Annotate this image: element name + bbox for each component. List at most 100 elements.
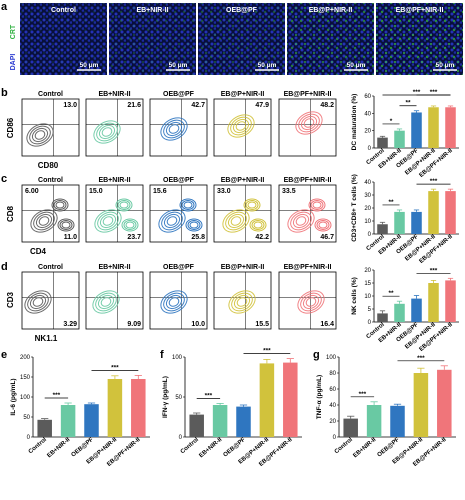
flow-plot-frame: [85, 271, 144, 330]
contour-line: [183, 201, 193, 209]
contour-line: [236, 297, 248, 307]
y-tick-label: 200: [20, 355, 31, 361]
micrograph-title: EB+NIR-II: [136, 7, 168, 14]
contour-line: [230, 116, 252, 136]
y-tick-label: 60: [364, 94, 371, 100]
contour-line: [245, 200, 259, 210]
bar: [60, 405, 76, 437]
contour-line: [305, 297, 317, 307]
micrograph-title: EB@P+NIR-II: [309, 7, 353, 14]
significance-mark: ***: [111, 364, 119, 371]
scale-bar-label: 50 μm: [436, 62, 455, 69]
contour-line: [55, 201, 65, 209]
quadrant-value-bottom-right: 42.2: [255, 234, 269, 241]
panel-letter-g: g: [313, 349, 320, 361]
panel-letter-b: b: [1, 87, 8, 99]
flow-plot-title: OEB@PF: [163, 177, 195, 184]
contour-line: [314, 218, 332, 232]
contour-line: [51, 198, 69, 212]
contour-line: [26, 123, 54, 147]
y-tick-label: 5: [368, 307, 372, 313]
contour-line: [181, 200, 195, 210]
flow-plot-title: OEB@PF: [163, 264, 195, 271]
micrograph-title: OEB@PF: [226, 7, 258, 14]
y-tick-label: 40: [364, 180, 371, 186]
contour-line: [247, 201, 257, 209]
quadrant-value-top-left: 15.0: [89, 188, 103, 195]
significance-mark: ***: [430, 267, 438, 274]
y-axis-label: CD3+CD8+ T cells (%): [351, 174, 358, 242]
contour-line: [230, 216, 242, 226]
contour-line: [189, 221, 199, 229]
flow-plot-title: OEB@PF: [163, 91, 195, 98]
flow-plot-title: EB@PF+NIR-II: [284, 177, 332, 184]
flow-plot-frame: [213, 184, 272, 243]
quadrant-value: 9.09: [127, 321, 141, 328]
contour-line: [227, 213, 245, 229]
bar: [394, 130, 405, 148]
scale-bar-label: 50 μm: [347, 62, 366, 69]
bar: [37, 419, 52, 437]
contour-line: [165, 121, 183, 137]
bar: [437, 369, 452, 437]
bar: [84, 404, 99, 437]
y-tick-label: 15: [364, 281, 371, 287]
flow-plot-title: EB+NIR-II: [98, 264, 130, 271]
flow-plot-frame: [149, 184, 208, 243]
side-label-crt: CRT: [10, 24, 17, 39]
flow-c-ylabel: CD8: [6, 205, 15, 222]
bar: [390, 405, 405, 437]
contour-line: [228, 290, 256, 314]
x-tick-label: Control: [180, 437, 200, 456]
contour-line: [310, 200, 324, 210]
bar: [283, 362, 298, 437]
significance-mark: ***: [263, 348, 271, 355]
flow-plot-title: EB@PF+NIR-II: [284, 91, 332, 98]
contour-line: [96, 122, 118, 142]
y-tick-label: 30: [364, 193, 371, 199]
contour-line: [187, 220, 201, 230]
contour-line: [34, 130, 46, 140]
contour-line: [179, 198, 197, 212]
flow-plot-frame: [213, 271, 272, 330]
contour-line: [166, 216, 178, 226]
panel-letter-d: d: [1, 261, 8, 273]
contour-line: [163, 292, 185, 312]
contour-line: [95, 292, 117, 312]
bar: [394, 211, 405, 234]
flow-plot-title: Control: [38, 177, 63, 184]
contour-line: [312, 201, 322, 209]
contour-line: [99, 213, 117, 229]
quadrant-value: 21.6: [127, 102, 141, 109]
bar: [411, 112, 422, 148]
quadrant-value: 10.0: [191, 321, 205, 328]
contour-line: [297, 290, 325, 314]
flow-plot-frame: [278, 184, 337, 243]
contour-line: [235, 121, 247, 131]
contour-line: [302, 294, 320, 310]
contour-line: [97, 294, 115, 310]
contour-line: [160, 290, 188, 314]
y-tick-label: 0: [179, 435, 183, 441]
flow-d-ylabel: CD3: [6, 291, 15, 308]
quadrant-value: 42.7: [191, 102, 205, 109]
contour-line: [253, 221, 263, 229]
significance-mark: ***: [359, 391, 367, 398]
bar: [377, 224, 388, 234]
significance-mark: **: [388, 199, 394, 206]
quadrant-value: 48.2: [320, 102, 334, 109]
quadrant-value-top-left: 6.00: [25, 188, 39, 195]
contour-line: [287, 209, 315, 233]
bar: [428, 283, 439, 322]
flow-row-c: CD8 CD4 Control 6.00 11.0 EB+NIR-II 15.0 23.7…: [6, 177, 337, 256]
micrograph-title: Control: [51, 7, 76, 14]
contour-line: [168, 297, 180, 307]
y-tick-label: 0: [27, 435, 31, 441]
quadrant-value: 3.29: [63, 321, 77, 328]
contour-line: [92, 290, 120, 314]
flow-plot-frame: [213, 98, 272, 157]
contour-line: [300, 115, 318, 131]
contour-line: [102, 216, 114, 226]
panel-letter-c: c: [1, 173, 7, 185]
